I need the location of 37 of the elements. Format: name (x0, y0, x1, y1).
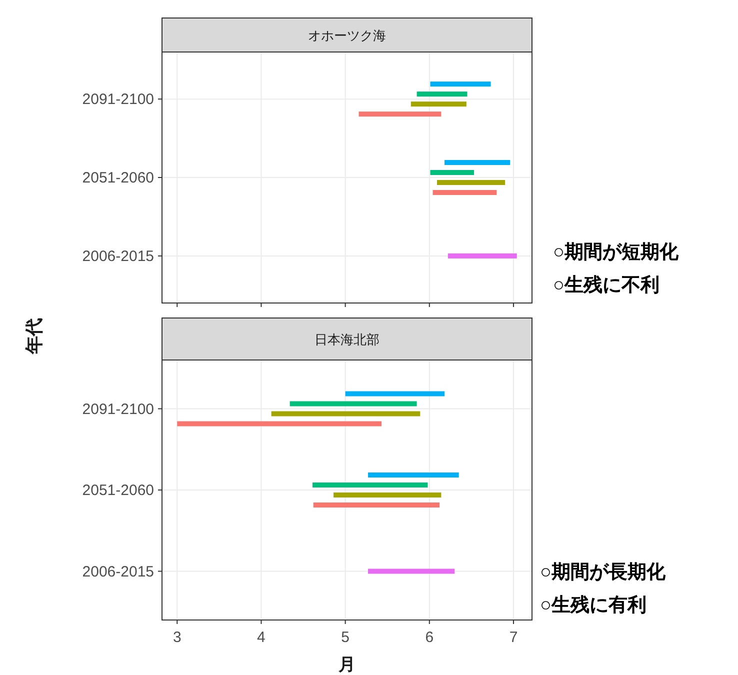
bar (430, 82, 491, 87)
x-tick-label: 3 (172, 629, 182, 646)
bar (448, 253, 517, 258)
bar (444, 160, 510, 165)
bar (416, 92, 468, 97)
x-tick-label: 5 (341, 629, 350, 646)
bar (358, 112, 442, 117)
bar (345, 391, 445, 396)
x-tick-label: 4 (257, 629, 266, 646)
bar (177, 421, 382, 426)
y-tick-label: 2006-2015 (82, 563, 154, 580)
x-axis-title: 月 (338, 655, 356, 674)
bar (436, 180, 506, 185)
y-tick-label: 2091-2100 (82, 91, 154, 108)
chart-title: 日本海北部 (314, 332, 380, 347)
text: ○生残に不利 (553, 274, 660, 296)
bar (430, 170, 474, 175)
y-axis-title: 年代 (24, 318, 44, 355)
y-tick-label: 2006-2015 (82, 248, 154, 265)
bar (432, 190, 497, 195)
y-tick-label: 2051-2060 (82, 170, 154, 186)
y-tick-label: 2091-2100 (82, 400, 154, 418)
bar (312, 482, 428, 488)
x-tick-label: 7 (509, 629, 518, 646)
bar (410, 102, 466, 107)
text: ○期間が長期化 (540, 562, 666, 583)
bar (368, 472, 459, 478)
x-tick-label: 6 (425, 629, 434, 646)
bar (271, 411, 420, 416)
bar (368, 568, 455, 574)
bar (290, 401, 417, 406)
bar (313, 502, 440, 508)
bar (334, 492, 442, 498)
text: ○期間が短期化 (553, 242, 680, 263)
chart-title: オホーツク海 (308, 28, 386, 43)
text: ○生残に有利 (540, 594, 646, 616)
y-tick-label: 2051-2060 (82, 482, 154, 499)
